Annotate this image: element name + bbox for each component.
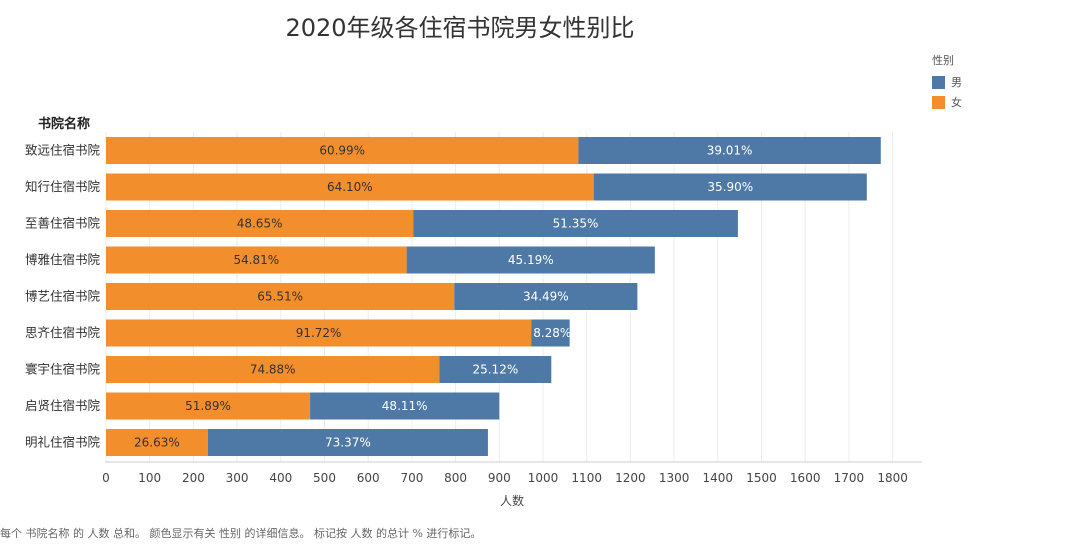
legend-swatch-male [932, 75, 945, 89]
bar-segment-female[interactable] [106, 356, 440, 383]
x-axis-ticks: 0 100 200 300 400 500 600 700 800 900 1000 1100 1200… [102, 471, 908, 485]
bar-segment-female[interactable] [106, 246, 407, 274]
x-tick-label: 1800 [877, 471, 908, 485]
data-label-male: 73.37% [325, 436, 371, 450]
category-label: 博艺住宿书院 [25, 289, 101, 304]
category-label: 寰宇住宿书院 [25, 362, 101, 377]
category-label: 思齐住宿书院 [25, 325, 101, 340]
x-tick-label: 100 [138, 471, 161, 485]
x-tick-label: 600 [357, 471, 380, 485]
category-label: 知行住宿书院 [25, 179, 101, 194]
bar-segment-female[interactable] [106, 283, 455, 310]
bar-segment-female[interactable] [106, 319, 532, 347]
data-label-male: 48.11% [382, 399, 428, 413]
x-tick-label: 800 [444, 471, 467, 485]
bar-segment-female[interactable] [106, 429, 208, 456]
category-label: 启贤住宿书院 [25, 398, 101, 413]
x-tick-label: 1300 [659, 471, 690, 485]
legend-title: 性别 [932, 54, 954, 67]
x-tick-label: 1400 [703, 471, 734, 485]
data-label-female: 64.10% [327, 180, 373, 194]
bar-segment-male[interactable] [531, 319, 570, 347]
row-header: 书院名称 [38, 116, 90, 132]
bar-segment-male[interactable] [310, 392, 500, 420]
bar-segment-female[interactable] [106, 137, 579, 164]
category-label: 致远住宿书院 [25, 143, 101, 158]
x-tick-label: 1600 [790, 471, 821, 485]
x-axis-label: 人数 [500, 493, 524, 508]
x-tick-label: 900 [488, 471, 511, 485]
bar-segment-female[interactable] [106, 173, 594, 201]
bar-row: 启贤住宿书院 51.89% 48.11% [25, 392, 500, 420]
legend-item-male[interactable]: 男 [932, 72, 962, 92]
bar-chart: 书院名称 致远住宿书院 60.99% 39.01% 知行住宿书院 64.10% 35.90… [25, 116, 922, 508]
bar-row: 思齐住宿书院 91.72% 8.28% [25, 319, 571, 347]
bar-segment-female[interactable] [106, 210, 414, 237]
x-tick-label: 700 [400, 471, 423, 485]
bar-row: 博雅住宿书院 54.81% 45.19% [25, 246, 655, 274]
x-tick-label: 1200 [615, 471, 646, 485]
bar-segment-male[interactable] [207, 429, 488, 456]
bar-segment-female[interactable] [106, 392, 311, 420]
data-label-female: 65.51% [257, 290, 303, 304]
x-tick-label: 400 [269, 471, 292, 485]
bar-row: 寰宇住宿书院 74.88% 25.12% [25, 356, 552, 383]
data-label-female: 54.81% [233, 253, 279, 267]
rows: 致远住宿书院 60.99% 39.01% 知行住宿书院 64.10% 35.90% 至善住宿… [25, 137, 881, 456]
x-tick-label: 1700 [834, 471, 865, 485]
category-label: 明礼住宿书院 [25, 435, 101, 450]
data-label-male: 51.35% [553, 217, 599, 231]
data-label-male: 8.28% [533, 326, 571, 340]
legend: 性别 男 女 [932, 52, 962, 112]
data-label-male: 35.90% [707, 180, 753, 194]
x-tick-label: 300 [226, 471, 249, 485]
x-tick-label: 0 [102, 471, 110, 485]
data-label-female: 48.65% [237, 217, 283, 231]
data-label-male: 25.12% [472, 363, 518, 377]
x-tick-label: 1000 [528, 471, 559, 485]
data-label-male: 39.01% [707, 144, 753, 158]
data-label-female: 60.99% [319, 144, 365, 158]
bar-segment-male[interactable] [454, 283, 638, 310]
bar-row: 明礼住宿书院 26.63% 73.37% [25, 429, 488, 456]
bar-segment-male[interactable] [593, 173, 867, 201]
data-label-male: 45.19% [508, 253, 554, 267]
legend-label-female: 女 [951, 96, 962, 109]
x-tick-label: 500 [313, 471, 336, 485]
bar-segment-male[interactable] [439, 356, 552, 383]
bar-segment-male[interactable] [413, 210, 738, 237]
legend-item-female[interactable]: 女 [932, 92, 962, 112]
data-label-female: 26.63% [134, 436, 180, 450]
x-tick-label: 1100 [571, 471, 602, 485]
footnote: 每个 书院名称 的 人数 总和。 颜色显示有关 性别 的详细信息。 标记按 人数… [0, 527, 482, 540]
category-label: 至善住宿书院 [25, 216, 101, 231]
legend-label-male: 男 [951, 76, 962, 89]
bar-row: 至善住宿书院 48.65% 51.35% [25, 210, 738, 237]
bar-row: 致远住宿书院 60.99% 39.01% [25, 137, 881, 164]
bar-segment-male[interactable] [578, 137, 881, 164]
bar-row: 知行住宿书院 64.10% 35.90% [25, 173, 867, 201]
category-label: 博雅住宿书院 [25, 252, 101, 267]
x-tick-label: 200 [182, 471, 205, 485]
data-label-female: 74.88% [250, 363, 296, 377]
chart-title: 2020年级各住宿书院男女性别比 [285, 14, 635, 42]
data-label-female: 91.72% [296, 326, 342, 340]
x-tick-label: 1500 [746, 471, 777, 485]
bar-segment-male[interactable] [406, 246, 655, 274]
data-label-female: 51.89% [185, 399, 231, 413]
legend-swatch-female [932, 95, 945, 109]
data-label-male: 34.49% [523, 290, 569, 304]
bar-row: 博艺住宿书院 65.51% 34.49% [25, 283, 638, 310]
